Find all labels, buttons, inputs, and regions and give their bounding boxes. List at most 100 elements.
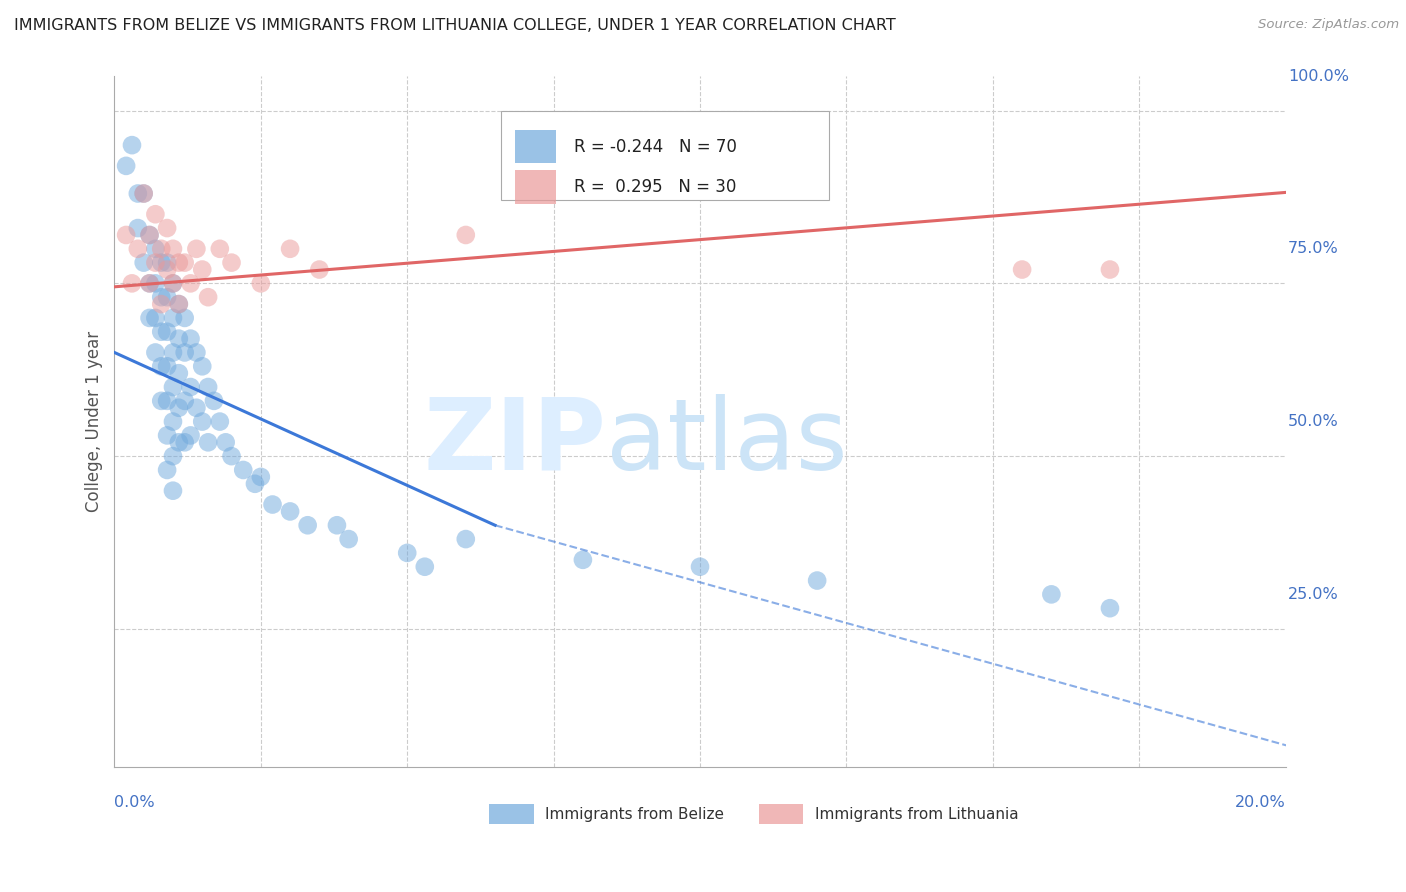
- Point: [208, 415, 231, 429]
- Point: [1011, 262, 1033, 277]
- Text: IMMIGRANTS FROM BELIZE VS IMMIGRANTS FROM LITHUANIA COLLEGE, UNDER 1 YEAR CORREL: IMMIGRANTS FROM BELIZE VS IMMIGRANTS FRO…: [14, 18, 896, 33]
- Point: [232, 463, 254, 477]
- Point: [162, 483, 184, 498]
- Point: [186, 345, 208, 359]
- Point: [132, 186, 155, 201]
- Point: [156, 290, 179, 304]
- Text: R = -0.244   N = 70: R = -0.244 N = 70: [574, 137, 737, 155]
- Text: 20.0%: 20.0%: [1234, 795, 1285, 810]
- Point: [138, 277, 160, 291]
- Text: 50.0%: 50.0%: [1288, 414, 1339, 429]
- Point: [221, 449, 243, 463]
- Point: [250, 277, 273, 291]
- Point: [150, 242, 173, 256]
- Point: [167, 435, 190, 450]
- Point: [180, 380, 202, 394]
- Point: [806, 574, 828, 588]
- Point: [145, 277, 167, 291]
- Point: [173, 435, 195, 450]
- Point: [150, 325, 173, 339]
- Text: 0.0%: 0.0%: [114, 795, 155, 810]
- Point: [145, 207, 167, 221]
- Point: [197, 380, 219, 394]
- Bar: [515, 130, 555, 163]
- Point: [138, 277, 160, 291]
- Point: [262, 498, 284, 512]
- Point: [308, 262, 330, 277]
- Point: [250, 470, 273, 484]
- Point: [326, 518, 349, 533]
- Point: [1098, 601, 1121, 615]
- Point: [162, 449, 184, 463]
- Point: [221, 255, 243, 269]
- Point: [167, 297, 190, 311]
- Point: [197, 290, 219, 304]
- Point: [630, 138, 652, 153]
- Bar: [515, 170, 555, 203]
- Text: ZIP: ZIP: [423, 394, 606, 491]
- Point: [115, 159, 138, 173]
- Point: [202, 393, 225, 408]
- Point: [243, 476, 266, 491]
- Point: [191, 359, 214, 374]
- Text: R =  0.295   N = 30: R = 0.295 N = 30: [574, 178, 735, 196]
- Point: [162, 242, 184, 256]
- Point: [138, 227, 160, 242]
- Text: Immigrants from Belize: Immigrants from Belize: [546, 806, 724, 822]
- Point: [156, 262, 179, 277]
- Point: [337, 532, 360, 546]
- Point: [396, 546, 419, 560]
- Point: [180, 277, 202, 291]
- Point: [162, 345, 184, 359]
- Point: [132, 255, 155, 269]
- Point: [156, 221, 179, 235]
- Point: [278, 504, 301, 518]
- Point: [145, 242, 167, 256]
- Point: [186, 242, 208, 256]
- Point: [689, 559, 711, 574]
- Point: [180, 428, 202, 442]
- Point: [167, 255, 190, 269]
- Point: [186, 401, 208, 415]
- Point: [145, 310, 167, 325]
- Point: [150, 297, 173, 311]
- Point: [127, 242, 149, 256]
- Point: [173, 255, 195, 269]
- Point: [413, 559, 436, 574]
- Point: [197, 435, 219, 450]
- Point: [150, 290, 173, 304]
- Point: [173, 345, 195, 359]
- Text: 25.0%: 25.0%: [1288, 587, 1339, 602]
- Point: [191, 415, 214, 429]
- Point: [278, 242, 301, 256]
- Point: [162, 310, 184, 325]
- Text: Source: ZipAtlas.com: Source: ZipAtlas.com: [1258, 18, 1399, 31]
- Point: [297, 518, 319, 533]
- Point: [167, 332, 190, 346]
- Point: [132, 186, 155, 201]
- Point: [156, 325, 179, 339]
- Point: [127, 186, 149, 201]
- Point: [150, 359, 173, 374]
- Point: [215, 435, 238, 450]
- Point: [121, 277, 143, 291]
- Point: [173, 393, 195, 408]
- Point: [572, 553, 595, 567]
- Text: Immigrants from Lithuania: Immigrants from Lithuania: [815, 806, 1018, 822]
- Point: [1040, 587, 1063, 601]
- Y-axis label: College, Under 1 year: College, Under 1 year: [86, 331, 103, 512]
- Point: [138, 310, 160, 325]
- Point: [162, 415, 184, 429]
- FancyBboxPatch shape: [501, 111, 830, 201]
- Point: [191, 262, 214, 277]
- Point: [1098, 262, 1121, 277]
- Bar: [489, 805, 534, 824]
- Point: [145, 255, 167, 269]
- Point: [162, 277, 184, 291]
- Point: [454, 532, 477, 546]
- Point: [162, 277, 184, 291]
- Point: [167, 297, 190, 311]
- Bar: [759, 805, 803, 824]
- Point: [454, 227, 477, 242]
- Point: [167, 401, 190, 415]
